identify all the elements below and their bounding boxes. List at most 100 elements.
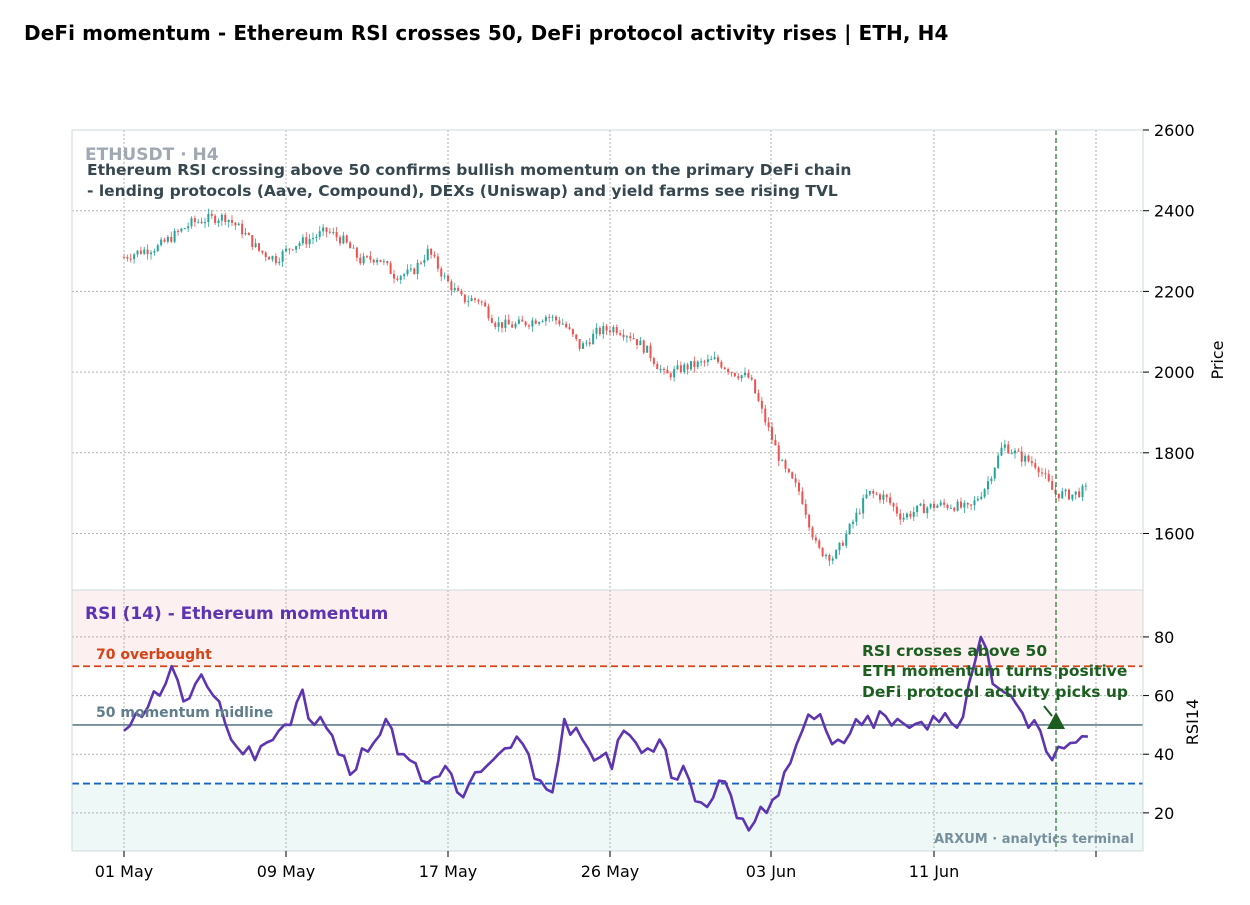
candle-body-230 bbox=[899, 513, 902, 520]
rsi-ytick-label-0: 20 bbox=[1154, 804, 1174, 823]
candle-body-237 bbox=[922, 503, 925, 514]
candle-body-28 bbox=[217, 220, 220, 223]
candle-body-33 bbox=[234, 222, 237, 226]
candle-body-77 bbox=[382, 261, 385, 263]
candle-body-257 bbox=[990, 478, 993, 482]
candle-body-66 bbox=[345, 235, 348, 243]
candle-body-161 bbox=[666, 369, 669, 374]
candle-body-212 bbox=[838, 542, 841, 551]
candle-body-57 bbox=[315, 236, 318, 238]
candle-body-47 bbox=[281, 251, 284, 262]
candle-body-36 bbox=[244, 232, 247, 235]
candle-body-104 bbox=[473, 298, 477, 300]
candle-body-219 bbox=[862, 498, 865, 514]
candle-body-183 bbox=[740, 375, 743, 379]
candle-body-72 bbox=[365, 256, 369, 258]
candle-body-151 bbox=[632, 338, 635, 340]
candle-body-229 bbox=[895, 506, 898, 514]
rsi-line bbox=[123, 635, 1088, 832]
candle-body-2 bbox=[129, 258, 132, 260]
candle-body-136 bbox=[581, 343, 585, 349]
rsi-ytick-label-2: 60 bbox=[1154, 687, 1174, 706]
candle-body-88 bbox=[419, 262, 423, 264]
candle-body-252 bbox=[973, 500, 976, 506]
candle-body-103 bbox=[470, 298, 473, 302]
candle-body-41 bbox=[261, 250, 264, 253]
candle-body-11 bbox=[160, 239, 163, 246]
candle-body-13 bbox=[166, 236, 169, 242]
candle-body-134 bbox=[575, 334, 578, 339]
candle-body-255 bbox=[983, 489, 986, 497]
candle-body-281 bbox=[1071, 494, 1074, 500]
candle-body-198 bbox=[791, 472, 794, 479]
candle-body-192 bbox=[770, 427, 774, 440]
candle-body-138 bbox=[588, 342, 591, 345]
candle-body-190 bbox=[764, 408, 767, 423]
candle-body-76 bbox=[379, 259, 382, 262]
candle-body-53 bbox=[301, 237, 304, 244]
candle-body-199 bbox=[794, 478, 797, 483]
candle-body-214 bbox=[845, 533, 848, 546]
candle-body-49 bbox=[288, 248, 291, 250]
candle-body-152 bbox=[635, 339, 639, 346]
candle-body-279 bbox=[1064, 489, 1067, 492]
candle-body-133 bbox=[571, 329, 574, 335]
candle-body-215 bbox=[848, 523, 851, 534]
grid-lines bbox=[72, 129, 1143, 851]
candle-body-224 bbox=[878, 494, 882, 500]
candle-body-65 bbox=[342, 235, 345, 244]
candle-body-220 bbox=[865, 494, 868, 499]
candle-body-246 bbox=[953, 507, 956, 511]
candle-body-272 bbox=[1040, 472, 1044, 474]
candle-body-89 bbox=[423, 259, 426, 264]
candle-body-140 bbox=[595, 327, 598, 334]
candle-body-69 bbox=[355, 247, 358, 258]
candle-body-181 bbox=[733, 372, 736, 377]
candle-body-164 bbox=[676, 365, 679, 370]
candle-body-267 bbox=[1024, 455, 1027, 462]
price-ytick-label-0: 1600 bbox=[1154, 525, 1195, 544]
price-ytick-label-4: 2400 bbox=[1154, 202, 1195, 221]
candle-body-63 bbox=[335, 232, 338, 238]
candle-body-153 bbox=[639, 340, 642, 346]
candle-body-119 bbox=[524, 321, 527, 326]
candle-body-114 bbox=[507, 319, 510, 325]
candle-body-158 bbox=[656, 364, 659, 370]
candle-body-256 bbox=[986, 481, 990, 490]
candle-body-78 bbox=[386, 261, 389, 264]
xtick-label-0: 01 May bbox=[95, 862, 154, 881]
rsi-zones bbox=[72, 590, 1143, 851]
candle-body-24 bbox=[203, 222, 207, 224]
candle-body-106 bbox=[480, 301, 483, 303]
candle-body-7 bbox=[146, 249, 149, 255]
candle-body-110 bbox=[494, 322, 497, 327]
candle-body-233 bbox=[909, 513, 912, 517]
candle-body-184 bbox=[743, 372, 747, 376]
price-ytick-label-2: 2000 bbox=[1154, 363, 1195, 382]
candle-body-210 bbox=[831, 558, 834, 561]
candle-body-42 bbox=[264, 252, 267, 257]
candle-body-217 bbox=[855, 512, 858, 522]
candle-body-17 bbox=[180, 228, 183, 232]
candle-body-44 bbox=[271, 256, 274, 260]
symbol-label: ETHUSDT · H4 bbox=[85, 145, 219, 165]
panel-frames bbox=[71, 129, 1144, 852]
rsi-ytick-label-3: 80 bbox=[1154, 628, 1174, 647]
xtick-label-3: 26 May bbox=[581, 862, 640, 881]
axes: 1600 1800 2000 2200 2400 2600 20 40 60 80 01 May 09… bbox=[95, 121, 1195, 881]
candle-body-99 bbox=[457, 287, 460, 291]
candle-body-146 bbox=[615, 327, 618, 334]
candle-body-1 bbox=[126, 257, 129, 259]
candle-body-206 bbox=[818, 540, 821, 548]
candle-body-113 bbox=[504, 319, 507, 328]
candle-body-70 bbox=[359, 257, 362, 264]
candle-body-263 bbox=[1010, 453, 1013, 455]
price-axis-label: Price bbox=[1208, 340, 1227, 379]
candle-body-35 bbox=[241, 223, 244, 235]
candle-body-38 bbox=[251, 235, 254, 248]
candle-body-197 bbox=[787, 468, 790, 473]
candle-body-100 bbox=[460, 290, 463, 295]
candle-body-25 bbox=[207, 213, 210, 223]
candle-body-168 bbox=[689, 361, 693, 370]
price-annotation-line-2: - lending protocols (Aave, Compound), DE… bbox=[87, 182, 838, 200]
